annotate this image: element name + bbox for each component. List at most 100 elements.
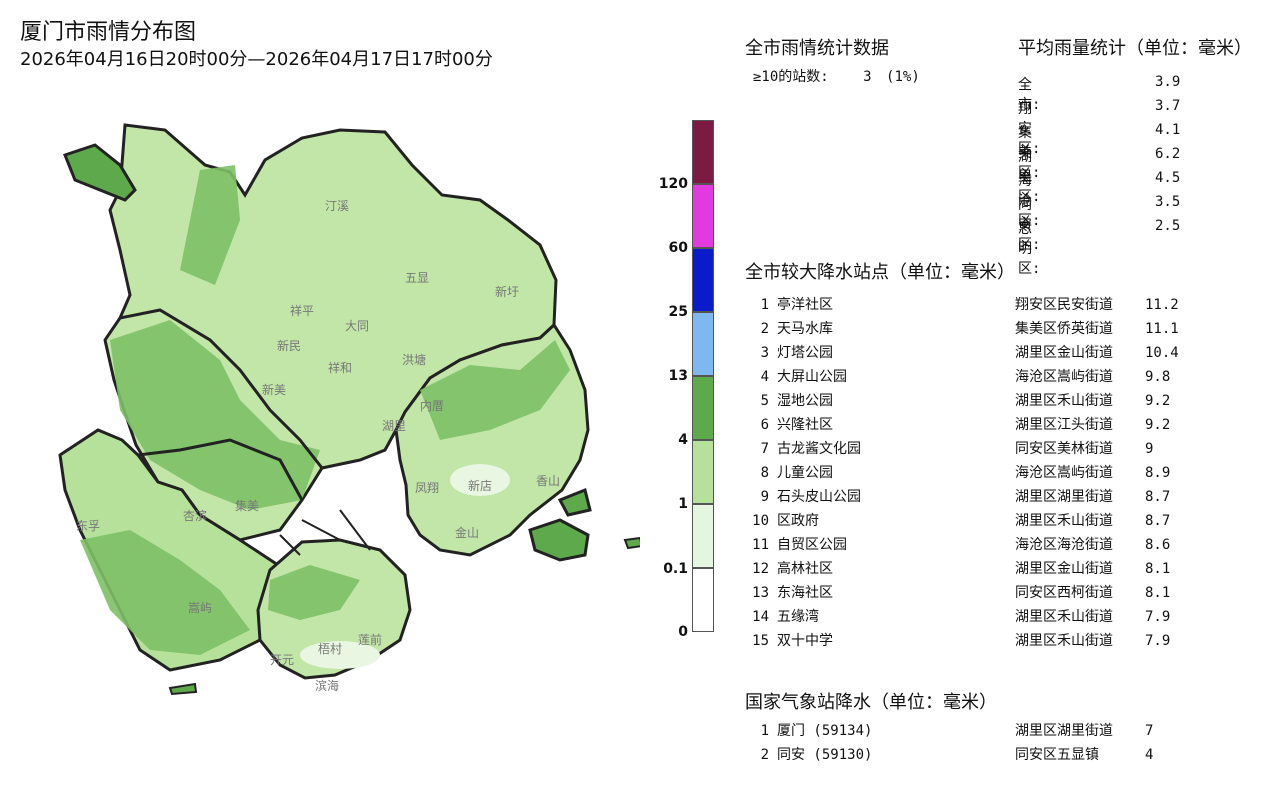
average-district-name: 思明区:: [1018, 221, 1041, 277]
stations-district: 湖里区禾山街道: [1015, 633, 1113, 649]
national-value: 7: [1145, 723, 1154, 739]
stations-name: 区政府: [777, 513, 819, 529]
national-idx: 1: [760, 723, 769, 739]
map-place-label: 新民: [277, 338, 301, 353]
national-title: 国家气象站降水（单位：毫米）: [745, 692, 997, 713]
average-district-name: 同安区:: [1018, 197, 1041, 253]
national-name: 厦门 (59134): [777, 723, 873, 739]
bridge-2: [279, 534, 301, 556]
map-place-label: 五显: [405, 271, 429, 285]
map-place-label: 湖里: [382, 418, 406, 433]
stations-idx: 1: [760, 297, 769, 313]
map-place-label: 梧村: [318, 641, 342, 656]
national-district: 同安区五显镇: [1015, 747, 1099, 763]
island-east-small: [557, 487, 592, 517]
stats-line-pct: (1%): [886, 69, 920, 85]
stations-value: 9.8: [1145, 369, 1171, 385]
stations-idx: 2: [760, 321, 769, 337]
legend-tick-label: 120: [658, 176, 688, 192]
stations-name: 天马水库: [777, 321, 833, 337]
stations-district: 湖里区金山街道: [1015, 345, 1113, 361]
stations-name: 儿童公园: [777, 465, 833, 481]
stations-idx: 10: [752, 513, 769, 529]
map-place-label: 莲前: [358, 632, 382, 647]
stations-district: 翔安区民安街道: [1015, 297, 1113, 313]
stations-name: 灯塔公园: [777, 345, 833, 361]
stations-value: 10.4: [1145, 345, 1179, 361]
legend-swatch: [692, 184, 714, 248]
stations-idx: 9: [760, 489, 769, 505]
rain-zone-4-13d: [80, 530, 250, 655]
average-value: 2.5: [1155, 218, 1181, 234]
legend-tick-label: 25: [668, 304, 688, 320]
stations-name: 兴隆社区: [777, 417, 833, 433]
rain-zone-4-13c: [420, 340, 570, 440]
average-value: 4.5: [1155, 170, 1181, 186]
average-value: 3.7: [1155, 98, 1181, 114]
stats-line-count: 3: [863, 69, 872, 85]
legend-swatch: [692, 568, 714, 632]
district-border-2: [137, 438, 304, 501]
stats-line-label: ≥10的站数:: [753, 69, 829, 85]
bridge-3: [339, 509, 371, 551]
stations-value: 11.2: [1145, 297, 1179, 313]
stations-idx: 3: [760, 345, 769, 361]
map-place-label: 凤翔: [415, 481, 439, 495]
stations-idx: 12: [752, 561, 769, 577]
rain-zone-0.1-1: [450, 464, 510, 496]
island-islet3: [168, 682, 198, 696]
stations-value: 7.9: [1145, 633, 1171, 649]
map-place-label: 滨海: [315, 678, 339, 693]
stations-district: 湖里区禾山街道: [1015, 513, 1113, 529]
legend-swatch: [692, 504, 714, 568]
map-place-label: 内厝: [420, 399, 444, 413]
stations-value: 9: [1145, 441, 1154, 457]
stations-value: 8.6: [1145, 537, 1171, 553]
average-district-name: 全市:: [1018, 77, 1041, 113]
map-place-label: 香山: [536, 474, 560, 488]
stations-name: 亭洋社区: [777, 297, 833, 313]
legend-tick-label: 1: [678, 496, 688, 512]
average-district-name: 翔安区:: [1018, 101, 1041, 157]
stations-district: 湖里区禾山街道: [1015, 609, 1113, 625]
stations-idx: 11: [752, 537, 769, 553]
map-place-label: 祥平: [290, 304, 314, 318]
map-place-label: 祥和: [328, 361, 352, 375]
stations-name: 双十中学: [777, 633, 833, 649]
stations-district: 海沧区嵩屿街道: [1015, 465, 1113, 481]
stations-idx: 13: [752, 585, 769, 601]
map-land: [58, 123, 640, 696]
legend-tick-label: 13: [668, 368, 688, 384]
map-place-label: 新美: [262, 382, 286, 397]
legend-swatch: [692, 248, 714, 312]
national-value: 4: [1145, 747, 1154, 763]
stations-value: 9.2: [1145, 417, 1171, 433]
stations-name: 大屏山公园: [777, 369, 847, 385]
stations-idx: 15: [752, 633, 769, 649]
rain-zone-4-13a: [180, 165, 240, 285]
map-place-label: 杏滨: [183, 508, 207, 523]
stations-idx: 14: [752, 609, 769, 625]
rain-zone-0.1-1b: [300, 641, 380, 669]
district-northwest-lobe: [63, 143, 137, 202]
stations-title: 全市较大降水站点（单位：毫米）: [745, 262, 1015, 283]
stations-idx: 7: [760, 441, 769, 457]
legend-swatch: [692, 312, 714, 376]
average-district-name: 湖里区:: [1018, 149, 1041, 205]
average-value: 3.5: [1155, 194, 1181, 210]
legend-swatch: [692, 440, 714, 504]
bridge-1: [301, 519, 341, 541]
stations-district: 海沧区嵩屿街道: [1015, 369, 1113, 385]
legend-swatch: [692, 376, 714, 440]
rain-zone-4-13b: [110, 320, 320, 510]
average-value: 4.1: [1155, 122, 1181, 138]
stations-name: 东海社区: [777, 585, 833, 601]
national-name: 同安 (59130): [777, 747, 873, 763]
stations-idx: 5: [760, 393, 769, 409]
rain-zone-island: [268, 565, 360, 620]
map-place-label: 汀溪: [325, 199, 349, 213]
map-place-label: 集美: [235, 498, 259, 513]
stats-title: 全市雨情统计数据: [745, 38, 889, 59]
